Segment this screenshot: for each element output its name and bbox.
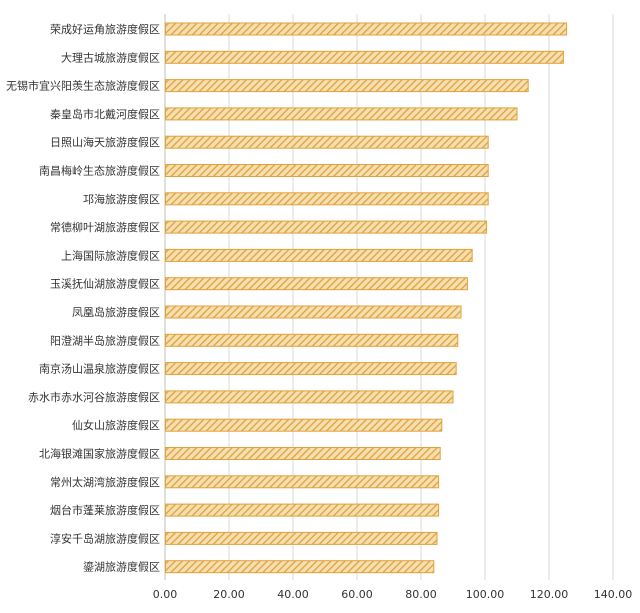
bar (165, 475, 440, 489)
category-label: 无锡市宜兴阳羡生态旅游度假区 (6, 79, 160, 93)
category-label: 阳澄湖半岛旅游度假区 (50, 333, 160, 347)
x-tick-label: 40.00 (277, 588, 309, 601)
bar (165, 192, 489, 206)
x-tick-label: 0.00 (153, 588, 178, 601)
category-label: 南昌梅岭生态旅游度假区 (39, 164, 160, 178)
category-label: 赤水市赤水河谷旅游度假区 (28, 390, 160, 404)
category-label: 大理古城旅游度假区 (61, 50, 160, 64)
bar (165, 50, 564, 64)
category-label: 淳安千岛湖旅游度假区 (50, 531, 160, 545)
bar (165, 248, 473, 262)
category-labels: 荣成好运角旅游度假区大理古城旅游度假区无锡市宜兴阳羡生态旅游度假区秦皇岛市北戴河… (6, 22, 160, 574)
bar (165, 503, 440, 517)
bar (165, 107, 518, 121)
category-label: 邛海旅游度假区 (83, 192, 160, 206)
x-tick-labels: 0.00 20.00 40.00 60.00 80.00 100.00 120.00 140.… (153, 588, 633, 601)
bars (165, 22, 568, 574)
category-label: 荣成好运角旅游度假区 (50, 22, 160, 36)
category-label: 北海银滩国家旅游度假区 (39, 447, 160, 461)
bar (165, 305, 462, 319)
x-tick-label: 140.00 (594, 588, 633, 601)
bar (165, 390, 454, 404)
category-label: 常州太湖湾旅游度假区 (50, 475, 160, 489)
bar (165, 220, 488, 234)
bar (165, 362, 457, 376)
bar (165, 135, 489, 149)
x-tick-label: 20.00 (213, 588, 245, 601)
category-label: 常德柳叶湖旅游度假区 (50, 220, 160, 234)
bar (165, 79, 529, 93)
x-tick-label: 80.00 (405, 588, 437, 601)
gridlines (228, 14, 614, 580)
bar (165, 418, 443, 432)
category-label: 南京汤山温泉旅游度假区 (39, 362, 160, 376)
bar (165, 447, 441, 460)
category-label: 凤凰岛旅游度假区 (72, 305, 160, 319)
category-label: 烟台市蓬莱旅游度假区 (50, 503, 160, 517)
category-label: 玉溪抚仙湖旅游度假区 (50, 277, 160, 291)
x-tick-label: 60.00 (341, 588, 373, 601)
bar (165, 277, 468, 291)
bar (165, 22, 568, 36)
category-label: 上海国际旅游度假区 (61, 248, 160, 262)
bar (165, 164, 489, 177)
bar (165, 531, 438, 545)
x-tick-label: 120.00 (530, 588, 569, 601)
category-label: 鎏湖旅游度假区 (83, 560, 160, 574)
category-label: 仙女山旅游度假区 (72, 418, 160, 432)
bar (165, 333, 459, 347)
x-tick-label: 100.00 (466, 588, 505, 601)
bar (165, 560, 435, 574)
category-label: 秦皇岛市北戴河度假区 (50, 107, 160, 121)
category-label: 日照山海天旅游度假区 (50, 135, 160, 149)
